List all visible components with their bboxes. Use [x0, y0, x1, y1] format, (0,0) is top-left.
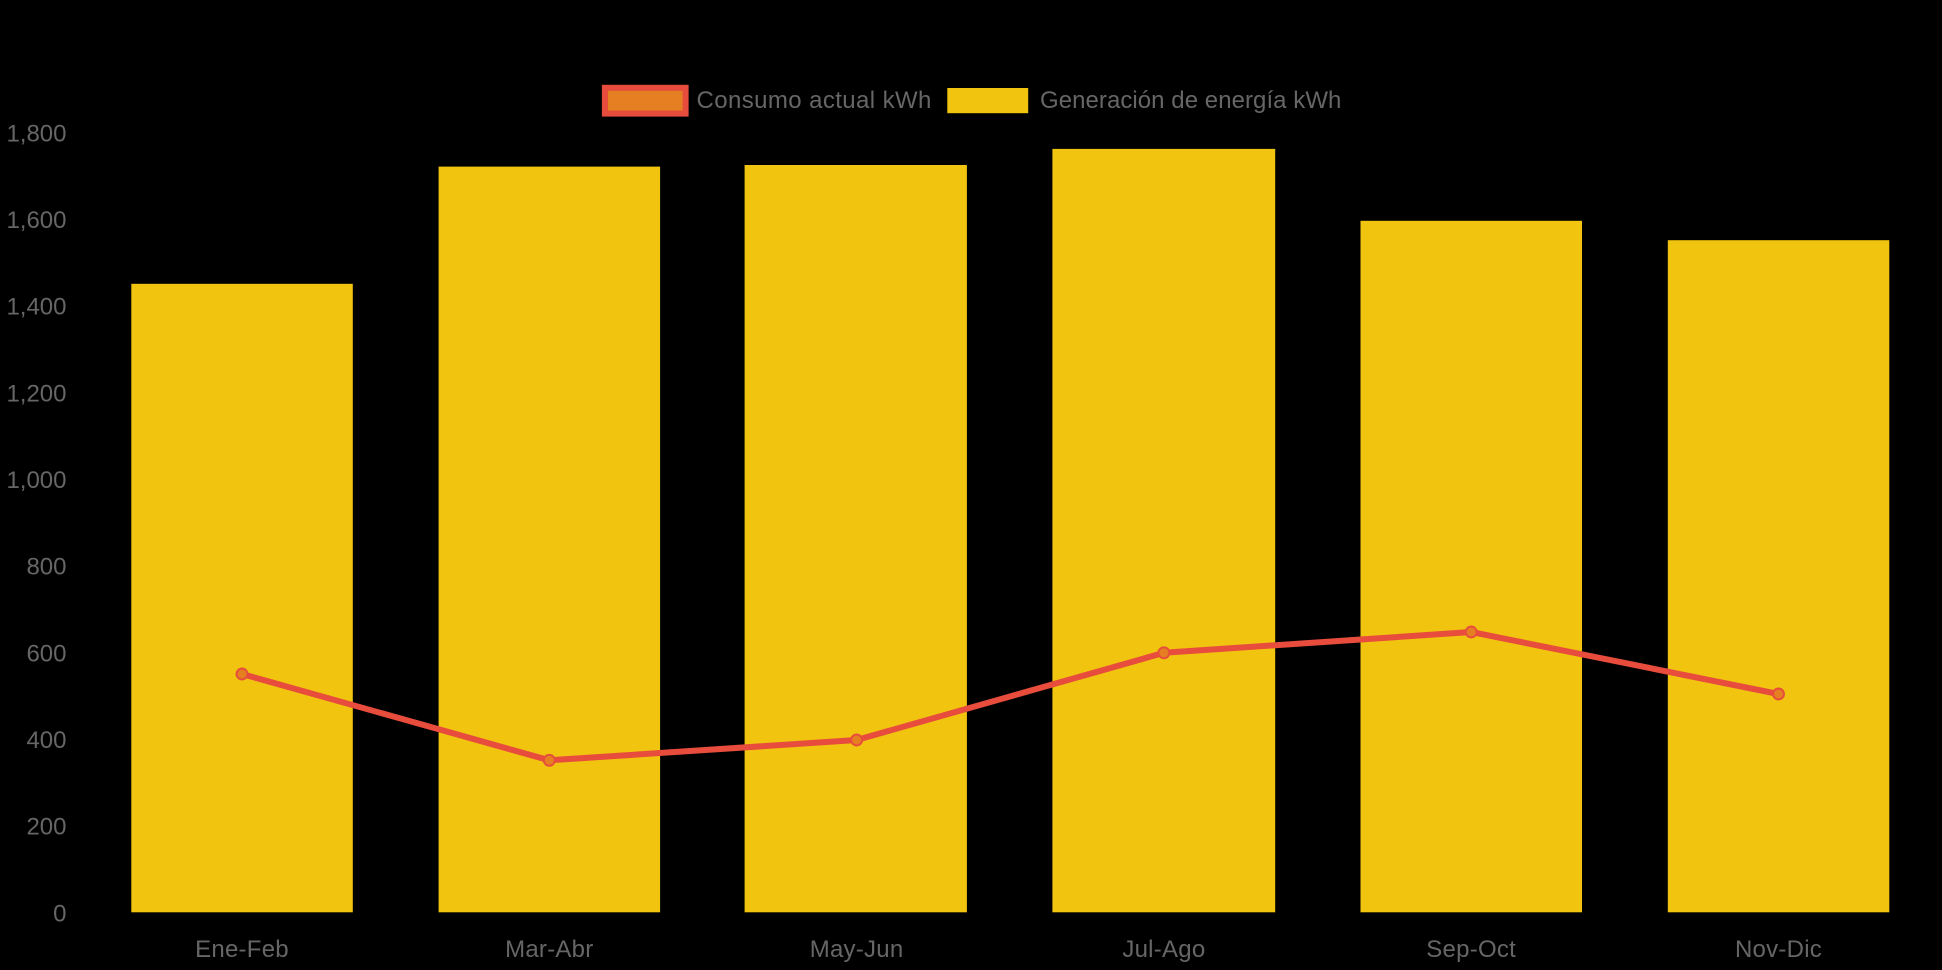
svg-text:1,400: 1,400 [6, 294, 66, 321]
svg-text:Mar-Abr: Mar-Abr [505, 936, 593, 963]
svg-text:Generación de energía kWh: Generación de energía kWh [1040, 87, 1341, 114]
svg-text:Sep-Oct: Sep-Oct [1426, 936, 1516, 963]
svg-text:May-Jun: May-Jun [810, 936, 904, 963]
svg-text:400: 400 [26, 727, 66, 754]
svg-text:Nov-Dic: Nov-Dic [1735, 936, 1822, 963]
svg-text:Ene-Feb: Ene-Feb [195, 936, 289, 963]
svg-text:Jul-Ago: Jul-Ago [1122, 936, 1205, 963]
svg-text:0: 0 [53, 900, 66, 927]
svg-text:1,800: 1,800 [6, 120, 66, 147]
svg-text:1,000: 1,000 [6, 467, 66, 494]
svg-text:200: 200 [26, 814, 66, 841]
svg-text:600: 600 [26, 640, 66, 667]
svg-text:1,600: 1,600 [6, 207, 66, 234]
svg-text:1,200: 1,200 [6, 380, 66, 407]
svg-text:Consumo actual kWh: Consumo actual kWh [697, 87, 932, 114]
svg-text:800: 800 [26, 554, 66, 581]
